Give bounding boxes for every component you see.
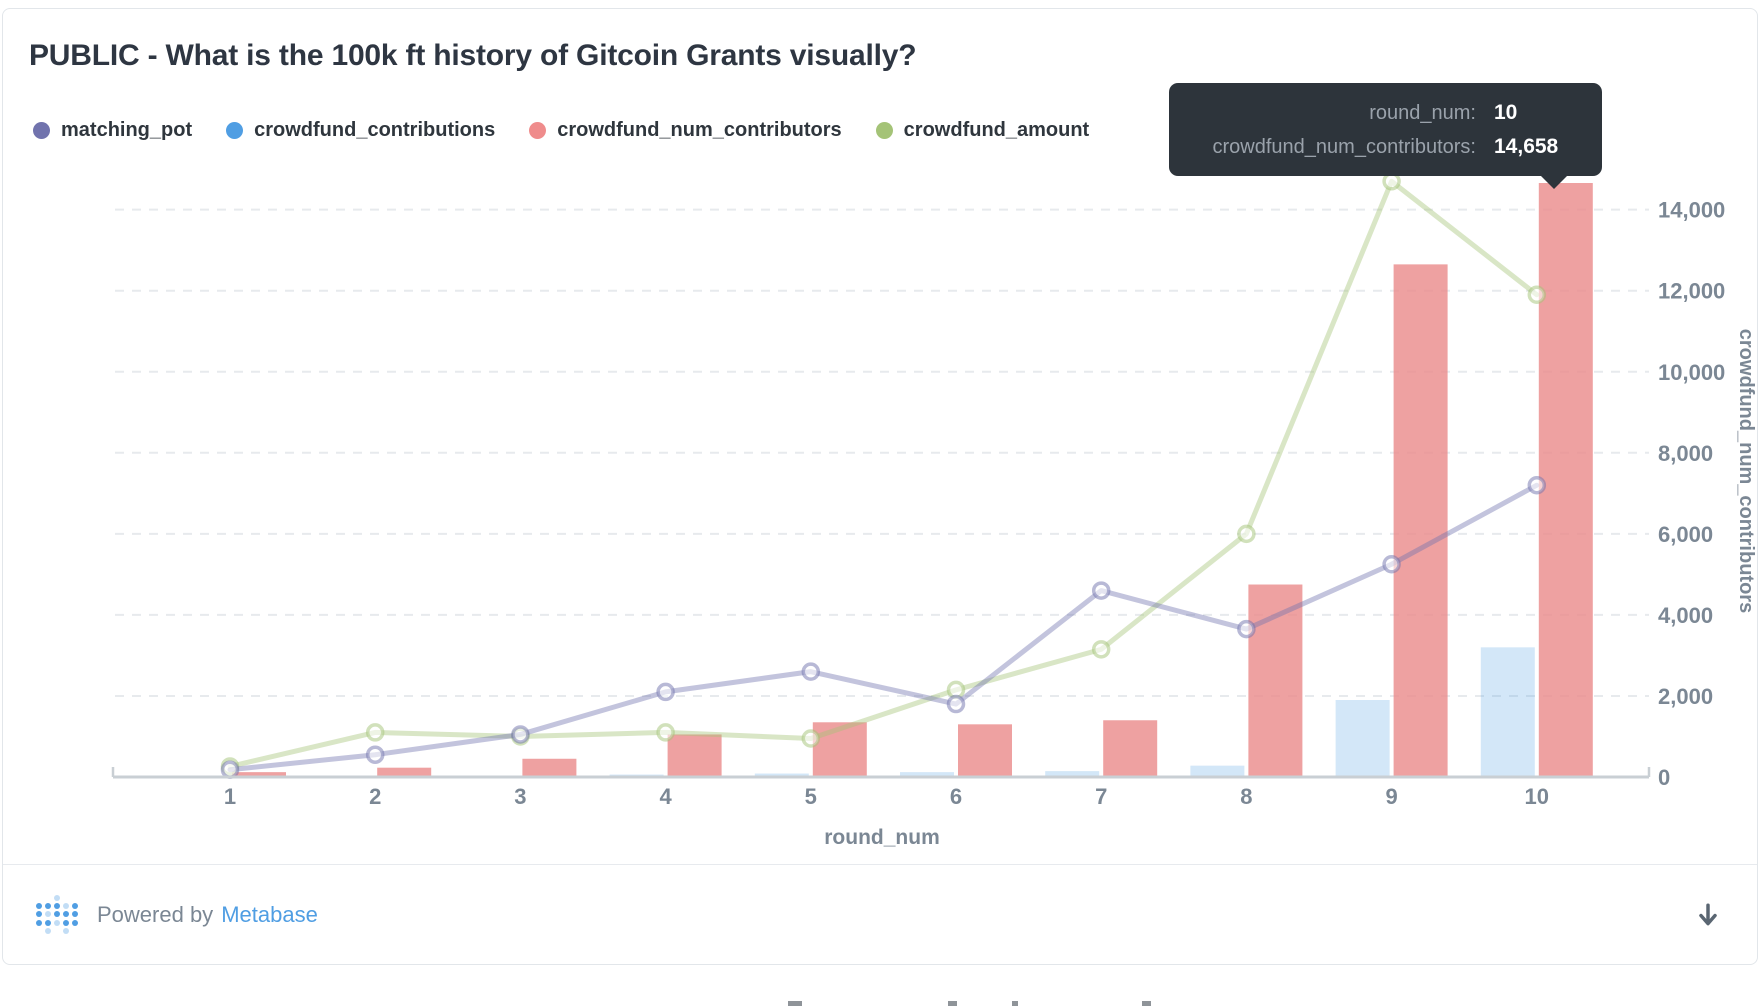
question-card: PUBLIC - What is the 100k ft history of …	[2, 8, 1758, 965]
bar-crowdfund_contributions-round-10[interactable]	[1480, 647, 1535, 777]
clipped-text-top-fragment	[1142, 1001, 1151, 1006]
point-crowdfund_amount-round-2[interactable]	[365, 723, 385, 742]
bar-crowdfund_num_contributors-round-6[interactable]	[958, 724, 1012, 777]
combo-chart: 1 2 3 4 5 6 7 8 9 10 round_num 0 2,000 4,000 6,000 8,00…	[111, 172, 1757, 849]
legend-label: matching_pot	[61, 119, 193, 141]
bar-crowdfund_num_contributors-round-1[interactable]	[232, 772, 286, 777]
y-tick-label: 6,000	[1658, 522, 1713, 547]
y-tick-label: 14,000	[1658, 198, 1725, 223]
bar-crowdfund_contributions-round-6[interactable]	[900, 772, 954, 777]
legend-dot-icon	[226, 122, 244, 139]
y-tick-label: 12,000	[1658, 279, 1725, 304]
point-matching_pot-round-3[interactable]	[511, 725, 530, 744]
clipped-text-top-fragment	[948, 1001, 957, 1006]
clipped-text-top-fragment	[1012, 1001, 1018, 1006]
chart-legend: matching_pot crowdfund_contributions cro…	[33, 119, 1089, 142]
metabase-logo-icon[interactable]	[35, 894, 79, 936]
legend-dot-icon	[529, 122, 547, 139]
point-crowdfund_amount-round-7[interactable]	[1091, 640, 1111, 659]
x-tick-label: 6	[950, 784, 962, 809]
point-crowdfund_amount-round-8[interactable]	[1237, 524, 1256, 544]
point-matching_pot-round-8[interactable]	[1237, 619, 1256, 639]
point-matching_pot-round-1[interactable]	[220, 760, 240, 779]
y-tick-label: 4,000	[1658, 603, 1713, 628]
legend-dot-icon	[875, 122, 893, 139]
y-axis-title: crowdfund_num_contributors	[1735, 329, 1757, 613]
x-tick-label: 4	[659, 784, 672, 809]
tooltip-row: crowdfund_num_contributors: 14,658	[1189, 132, 1578, 162]
legend-dot-icon	[33, 122, 50, 139]
bar-crowdfund_num_contributors-round-3[interactable]	[522, 758, 577, 777]
bar-crowdfund_num_contributors-round-10[interactable]	[1538, 183, 1593, 777]
point-matching_pot-round-10[interactable]	[1527, 475, 1547, 495]
legend-item-crowdfund-contributions[interactable]: crowdfund_contributions	[226, 119, 495, 142]
point-matching_pot-round-4[interactable]	[656, 682, 675, 702]
y-tick-label: 8,000	[1658, 441, 1713, 466]
bar-crowdfund_num_contributors-round-2[interactable]	[377, 767, 432, 777]
legend-item-crowdfund-amount[interactable]: crowdfund_amount	[875, 119, 1090, 142]
powered-by-text[interactable]: Powered by Metabase	[97, 902, 318, 928]
bar-crowdfund_contributions-round-7[interactable]	[1045, 771, 1100, 777]
page-title: PUBLIC - What is the 100k ft history of …	[29, 39, 917, 72]
tooltip-value: 14,658	[1494, 134, 1559, 158]
tooltip-row: round_num: 10	[1189, 98, 1578, 128]
x-tick-label: 8	[1240, 784, 1252, 809]
bar-crowdfund_contributions-round-8[interactable]	[1190, 765, 1245, 777]
legend-item-crowdfund-num-contributors[interactable]: crowdfund_num_contributors	[529, 119, 842, 142]
bar-crowdfund_contributions-round-9[interactable]	[1335, 700, 1390, 777]
x-tick-label: 5	[805, 784, 817, 809]
point-matching_pot-round-2[interactable]	[365, 745, 385, 764]
powered-by-label: Powered by	[97, 901, 214, 927]
embed-footer: Powered by Metabase	[3, 864, 1757, 964]
point-matching_pot-round-5[interactable]	[801, 662, 821, 681]
x-tick-label: 9	[1385, 784, 1397, 809]
x-tick-label: 7	[1095, 784, 1107, 809]
point-crowdfund_amount-round-5[interactable]	[801, 729, 821, 748]
tooltip-label: crowdfund_num_contributors:	[1212, 135, 1476, 158]
line-crowdfund_amount	[227, 178, 1540, 769]
line-matching_pot	[227, 482, 1540, 773]
legend-item-matching-pot[interactable]: matching_pot	[33, 119, 192, 142]
y-tick-label: 2,000	[1658, 684, 1713, 709]
x-tick-label: 1	[224, 784, 236, 809]
download-results-button[interactable]	[1691, 898, 1725, 932]
bar-crowdfund_contributions-round-5[interactable]	[754, 773, 809, 777]
point-crowdfund_amount-round-9[interactable]	[1382, 172, 1401, 191]
chart-tooltip: round_num: 10 crowdfund_num_contributors…	[1169, 83, 1602, 189]
x-tick-label: 2	[369, 784, 381, 809]
point-crowdfund_amount-round-10[interactable]	[1527, 285, 1547, 305]
bar-crowdfund_num_contributors-round-4[interactable]	[667, 734, 722, 777]
bar-crowdfund_num_contributors-round-5[interactable]	[812, 722, 867, 777]
point-crowdfund_amount-round-4[interactable]	[656, 723, 675, 742]
point-matching_pot-round-9[interactable]	[1382, 554, 1401, 574]
x-axis-title: round_num	[824, 826, 940, 849]
bar-crowdfund_num_contributors-round-7[interactable]	[1103, 720, 1158, 777]
legend-label: crowdfund_amount	[903, 119, 1090, 141]
legend-label: crowdfund_num_contributors	[557, 119, 842, 141]
y-tick-label: 0	[1658, 765, 1670, 790]
legend-label: crowdfund_contributions	[254, 119, 496, 141]
x-tick-label: 10	[1525, 784, 1549, 809]
bar-crowdfund_num_contributors-round-9[interactable]	[1393, 264, 1448, 777]
y-tick-label: 10,000	[1658, 360, 1725, 385]
metabase-brand-link[interactable]: Metabase	[221, 901, 318, 927]
tooltip-label: round_num:	[1369, 101, 1476, 124]
x-tick-label: 3	[514, 784, 526, 809]
point-matching_pot-round-7[interactable]	[1091, 581, 1111, 600]
tooltip-value: 10	[1494, 100, 1518, 124]
point-matching_pot-round-6[interactable]	[946, 694, 966, 714]
download-arrow-icon	[1699, 903, 1717, 925]
bar-crowdfund_num_contributors-round-8[interactable]	[1248, 584, 1303, 777]
clipped-text-top-fragment	[788, 1001, 802, 1006]
